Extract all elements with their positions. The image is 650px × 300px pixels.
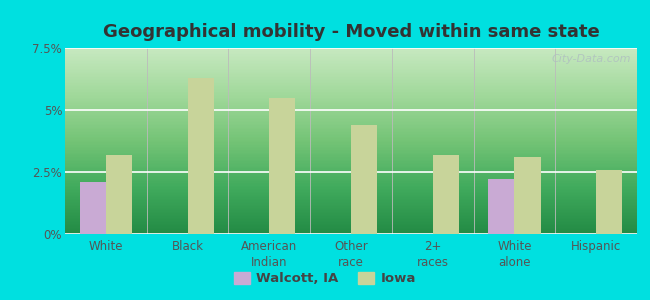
- Text: City-Data.com: City-Data.com: [552, 54, 631, 64]
- Bar: [596, 169, 622, 234]
- Bar: [433, 154, 459, 234]
- Bar: [80, 182, 106, 234]
- Legend: Walcott, IA, Iowa: Walcott, IA, Iowa: [229, 266, 421, 290]
- Bar: [351, 125, 377, 234]
- Bar: [188, 78, 214, 234]
- Title: Geographical mobility - Moved within same state: Geographical mobility - Moved within sam…: [103, 23, 599, 41]
- Bar: [488, 179, 514, 234]
- Bar: [269, 98, 296, 234]
- Bar: [514, 157, 541, 234]
- Bar: [106, 154, 132, 234]
